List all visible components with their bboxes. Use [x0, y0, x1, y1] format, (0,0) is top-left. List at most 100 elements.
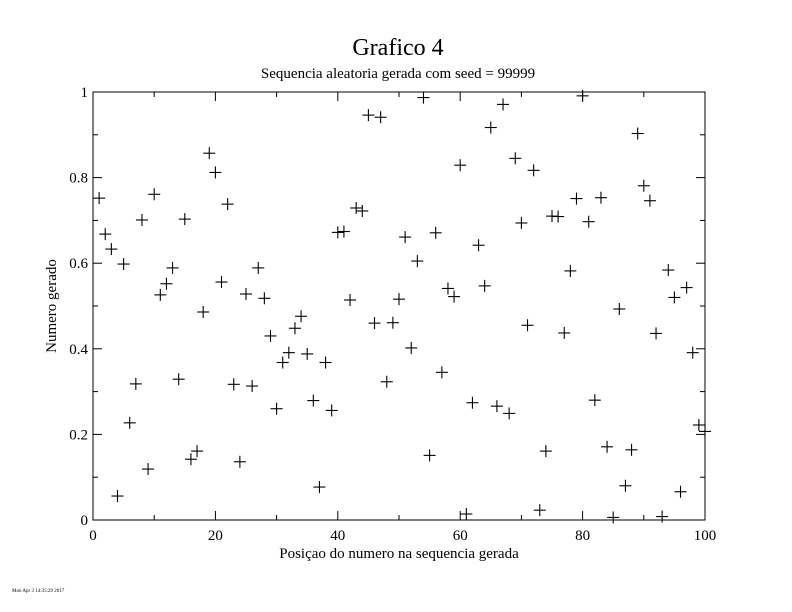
data-point: [601, 440, 614, 453]
data-point: [643, 194, 656, 207]
data-point: [154, 288, 167, 301]
data-point: [221, 198, 234, 211]
data-point: [625, 443, 638, 456]
data-point: [570, 192, 583, 205]
data-point: [105, 243, 118, 256]
data-point: [619, 479, 632, 492]
data-point: [417, 91, 430, 104]
data-point: [674, 485, 687, 498]
data-point: [411, 255, 424, 268]
data-point: [515, 216, 528, 229]
data-point: [380, 375, 393, 388]
data-point: [441, 282, 454, 295]
data-point: [142, 463, 155, 476]
data-point: [264, 329, 277, 342]
data-point: [699, 425, 711, 438]
data-points: [93, 89, 711, 524]
data-point: [423, 449, 436, 462]
data-point: [490, 400, 503, 413]
chart-subtitle: Sequencia aleatoria gerada com seed = 99…: [261, 66, 535, 82]
data-point: [686, 346, 699, 359]
data-point: [362, 109, 375, 122]
data-point: [454, 159, 467, 172]
data-point: [295, 310, 308, 323]
data-point: [552, 210, 565, 223]
data-point: [613, 302, 626, 315]
data-point: [539, 445, 552, 458]
data-point: [337, 225, 350, 238]
data-point: [197, 305, 210, 318]
data-point: [656, 510, 669, 523]
data-point: [399, 231, 412, 244]
data-point: [631, 127, 644, 140]
data-point: [301, 347, 314, 360]
data-point: [209, 166, 222, 179]
data-point: [172, 373, 185, 386]
data-point: [582, 215, 595, 228]
data-point: [368, 317, 381, 330]
data-point: [160, 277, 173, 290]
data-point: [325, 404, 338, 417]
data-point: [331, 226, 344, 239]
data-point: [258, 292, 271, 305]
plot-frame: [92, 91, 706, 521]
data-point: [558, 326, 571, 339]
data-point: [497, 98, 510, 111]
data-point: [288, 322, 301, 335]
data-point: [313, 481, 326, 494]
data-point: [521, 319, 534, 332]
x-tick-label: 60: [453, 528, 468, 544]
data-point: [429, 226, 442, 239]
data-point: [503, 407, 516, 420]
data-point: [123, 416, 136, 429]
data-point: [650, 327, 663, 340]
data-point: [184, 453, 197, 466]
data-point: [252, 261, 265, 274]
data-point: [405, 341, 418, 354]
data-point: [564, 264, 577, 277]
data-point: [270, 402, 283, 415]
data-point: [576, 89, 589, 102]
data-point: [350, 201, 363, 214]
y-tick-label: 0.8: [69, 171, 88, 187]
data-point: [203, 147, 216, 160]
data-point: [117, 258, 130, 271]
data-point: [148, 188, 161, 201]
data-point: [191, 445, 204, 458]
data-point: [135, 213, 148, 226]
y-tick-label: 0.2: [69, 427, 88, 443]
data-point: [509, 152, 522, 165]
data-point: [692, 418, 705, 431]
data-point: [356, 204, 369, 217]
y-tick-label: 1: [81, 85, 89, 101]
data-point: [374, 111, 387, 124]
data-point: [594, 191, 607, 204]
data-point: [233, 455, 246, 468]
data-point: [460, 508, 473, 521]
x-tick-label: 0: [89, 528, 97, 544]
data-point: [527, 164, 540, 177]
data-point: [680, 281, 693, 294]
data-point: [129, 377, 142, 390]
data-point: [282, 346, 295, 359]
data-point: [227, 378, 240, 391]
data-point: [637, 179, 650, 192]
data-point: [93, 192, 106, 205]
timestamp: Mon Apr 3 14:35:29 2017: [12, 589, 65, 594]
data-point: [472, 239, 485, 252]
data-point: [662, 264, 675, 277]
x-tick-label: 20: [208, 528, 223, 544]
data-point: [240, 288, 252, 301]
data-point: [246, 380, 259, 393]
data-point: [307, 394, 320, 407]
data-point: [99, 228, 112, 241]
x-axis-label: Posiçao do numero na sequencia gerada: [279, 546, 519, 562]
data-point: [166, 261, 179, 274]
x-tick-label: 100: [694, 528, 717, 544]
data-point: [215, 276, 228, 289]
data-point: [448, 290, 461, 303]
y-tick-label: 0.6: [69, 256, 88, 272]
data-point: [319, 356, 332, 369]
chart-title: Grafico 4: [352, 35, 443, 61]
